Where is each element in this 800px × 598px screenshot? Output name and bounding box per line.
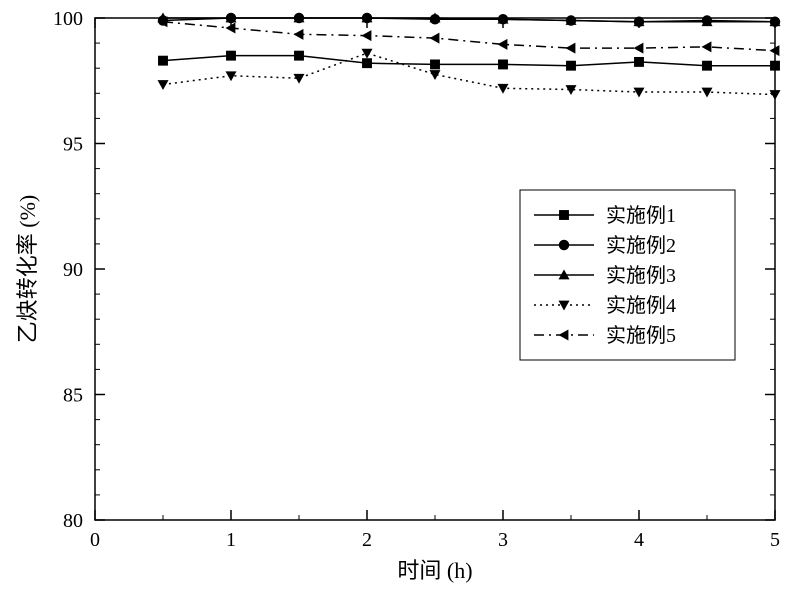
svg-text:2: 2: [362, 529, 372, 551]
svg-text:实施例1: 实施例1: [606, 204, 676, 227]
svg-text:实施例4: 实施例4: [606, 294, 676, 317]
svg-text:5: 5: [770, 529, 780, 551]
svg-text:3: 3: [498, 529, 508, 551]
svg-text:95: 95: [63, 134, 83, 156]
svg-text:实施例5: 实施例5: [606, 324, 676, 347]
svg-text:0: 0: [90, 529, 100, 551]
svg-text:实施例3: 实施例3: [606, 264, 676, 287]
svg-text:乙炔转化率 (%): 乙炔转化率 (%): [15, 195, 40, 343]
svg-text:4: 4: [634, 529, 644, 551]
svg-text:85: 85: [63, 385, 83, 407]
svg-text:100: 100: [53, 8, 83, 30]
line-chart: 0 1 2 3 4 5 80 85 90 95 100 时间 (h) 乙炔转化率 (%) 实施例1 实施例2…: [0, 0, 800, 598]
svg-text:1: 1: [226, 529, 236, 551]
svg-text:90: 90: [63, 259, 83, 281]
svg-text:实施例2: 实施例2: [606, 234, 676, 257]
svg-text:时间 (h): 时间 (h): [397, 558, 472, 583]
svg-text:80: 80: [63, 510, 83, 532]
